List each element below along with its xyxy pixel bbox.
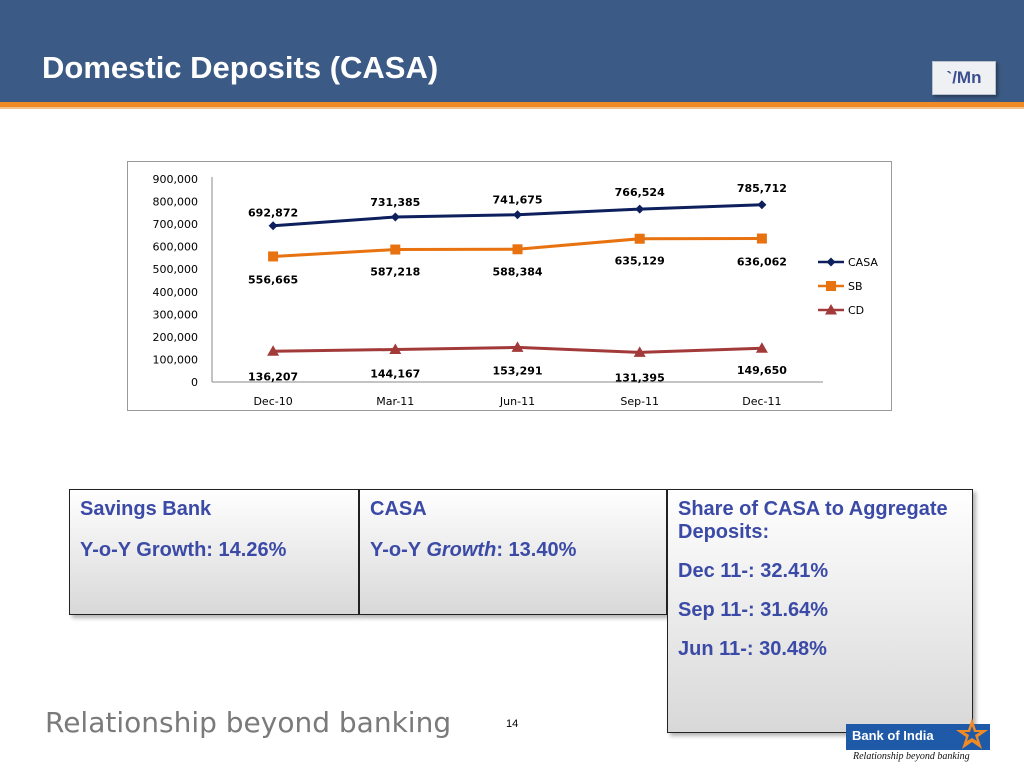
x-tick-label: Dec-11 xyxy=(742,395,781,408)
deposits-line-chart: 0 100,000 200,000 300,000 400,000 500,000 600,… xyxy=(153,173,879,408)
data-point xyxy=(757,200,767,210)
footer-tagline: Relationship beyond banking xyxy=(45,706,452,739)
y-tick-label: 400,000 xyxy=(153,286,199,299)
data-label: 588,384 xyxy=(492,265,542,278)
y-tick-label: 800,000 xyxy=(153,196,199,209)
y-tick-label: 0 xyxy=(191,376,198,389)
data-point xyxy=(267,345,280,356)
y-tick-label: 300,000 xyxy=(153,308,199,321)
casa-growth: Y-o-Y Growth: 13.40% xyxy=(370,539,656,562)
savings-bank-heading: Savings Bank xyxy=(80,498,212,520)
data-point xyxy=(512,244,523,255)
logo-tagline: Relationship beyond banking xyxy=(853,751,970,762)
savings-bank-growth: Y-o-Y Growth: 14.26% xyxy=(80,539,287,561)
y-tick-label: 900,000 xyxy=(153,173,199,186)
data-point xyxy=(826,257,836,267)
casa-share-item: Sep 11-: 31.64% xyxy=(678,599,829,621)
header-bar xyxy=(0,0,1024,102)
chart-frame: 0 100,000 200,000 300,000 400,000 500,000 600,… xyxy=(127,161,892,411)
x-tick-label: Jun-11 xyxy=(499,395,535,408)
data-label: 635,129 xyxy=(615,255,665,268)
data-point xyxy=(511,341,524,352)
page-number: 14 xyxy=(506,718,519,730)
casa-share-box: Share of CASA to Aggregate Deposits: Dec… xyxy=(667,489,973,733)
casa-share-item: Dec 11-: 32.41% xyxy=(678,560,829,582)
data-point xyxy=(825,304,837,315)
casa-heading: CASA xyxy=(370,498,427,520)
data-point xyxy=(756,233,767,244)
legend-label: CASA xyxy=(848,256,878,269)
casa-growth-value: : 13.40% xyxy=(496,539,577,561)
legend-label: SB xyxy=(848,280,863,293)
casa-growth-label: Y-o-Y xyxy=(370,539,427,561)
data-point xyxy=(826,281,836,291)
star-icon xyxy=(956,718,988,749)
y-tick-label: 200,000 xyxy=(153,331,199,344)
unit-badge: `/Mn xyxy=(932,61,996,95)
data-label: 144,167 xyxy=(370,367,420,380)
bank-logo: Bank of India Relationship beyond bankin… xyxy=(846,718,990,766)
data-point xyxy=(389,343,402,354)
data-point xyxy=(634,233,645,244)
casa-box: CASA Y-o-Y Growth: 13.40% xyxy=(359,489,667,615)
legend-label: CD xyxy=(848,304,864,317)
data-label: 741,675 xyxy=(492,194,542,207)
casa-share-item: Jun 11-: 30.48% xyxy=(678,638,827,660)
data-point xyxy=(390,212,400,222)
data-label: 149,650 xyxy=(737,364,787,377)
x-tick-label: Dec-10 xyxy=(253,395,292,408)
data-label: 556,665 xyxy=(248,273,298,286)
logo-name: Bank of India xyxy=(852,728,934,743)
data-point xyxy=(755,342,768,353)
data-point xyxy=(513,210,522,220)
data-point xyxy=(268,251,279,262)
data-point xyxy=(390,244,401,255)
data-label: 153,291 xyxy=(492,364,542,377)
y-tick-label: 500,000 xyxy=(153,263,199,276)
data-point xyxy=(633,346,646,357)
data-point xyxy=(268,221,278,231)
x-tick-label: Sep-11 xyxy=(620,395,659,408)
y-tick-label: 100,000 xyxy=(153,353,199,366)
header-accent-line-light xyxy=(0,107,1024,109)
data-label: 766,524 xyxy=(615,186,665,199)
data-label: 136,207 xyxy=(248,370,298,383)
y-tick-label: 600,000 xyxy=(153,241,199,254)
page-title: Domestic Deposits (CASA) xyxy=(42,50,439,85)
data-label: 587,218 xyxy=(370,266,420,279)
savings-bank-box: Savings Bank Y-o-Y Growth: 14.26% xyxy=(69,489,359,615)
casa-share-heading: Share of CASA to Aggregate Deposits: xyxy=(678,498,948,543)
data-label: 131,395 xyxy=(615,371,665,384)
data-label: 692,872 xyxy=(248,207,298,220)
header-accent-line xyxy=(0,102,1024,107)
x-tick-label: Mar-11 xyxy=(376,395,414,408)
y-tick-label: 700,000 xyxy=(153,218,199,231)
data-point xyxy=(635,204,645,214)
data-label: 785,712 xyxy=(737,182,787,195)
casa-growth-word: Growth xyxy=(426,539,497,561)
data-label: 731,385 xyxy=(370,196,420,209)
data-label: 636,062 xyxy=(737,256,787,269)
